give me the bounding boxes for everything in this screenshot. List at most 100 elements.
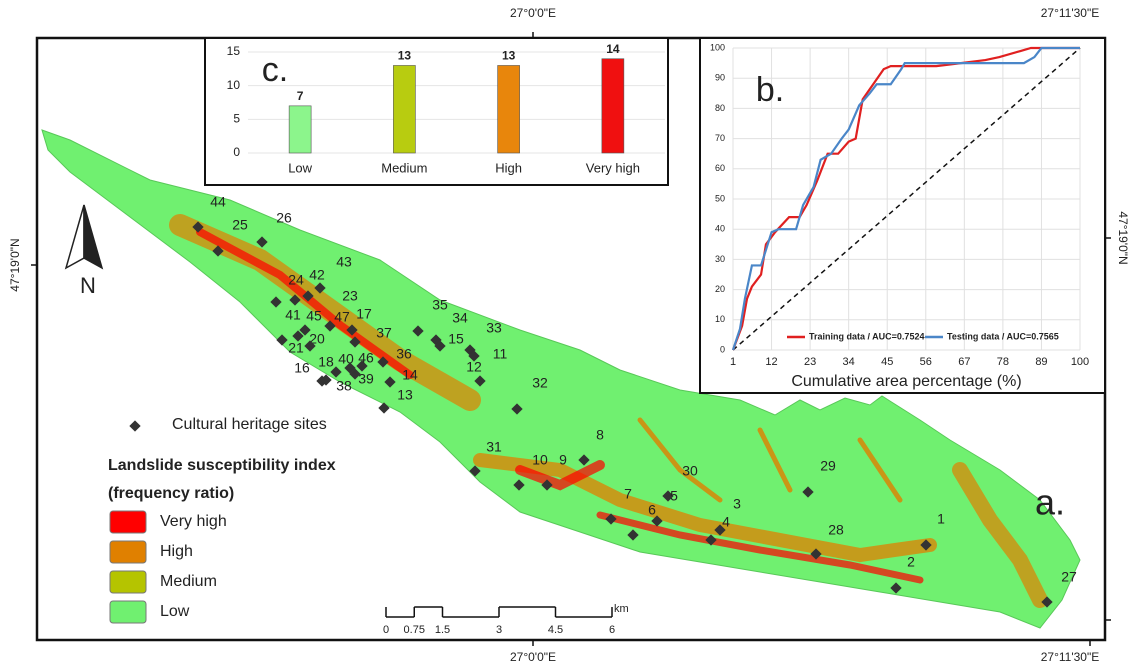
legend-swatch [109, 570, 147, 594]
site-marker [377, 356, 389, 368]
site-label: 1 [937, 511, 945, 527]
north-arrow [64, 204, 104, 270]
bar-chart: 0 5 10 15 7 Low 13 Medium 13 High 14 Very high c. [227, 42, 665, 175]
site-marker [289, 294, 301, 306]
site-label: 15 [448, 331, 464, 347]
site-marker [314, 282, 326, 294]
site-label: 27 [1061, 569, 1077, 585]
site-marker [468, 350, 480, 362]
y-tick-label: 0 [233, 145, 240, 159]
scale-label: 4.5 [548, 624, 563, 636]
panel-label: a. [1035, 482, 1065, 523]
x-tick-label: 45 [881, 356, 893, 368]
site-label: 29 [820, 458, 836, 474]
site-marker [302, 290, 314, 302]
site-marker [662, 490, 674, 502]
legend-subtitle: (frequency ratio) [108, 485, 234, 502]
x-tick-label: 12 [765, 356, 777, 368]
site-marker [802, 486, 814, 498]
site-marker [412, 325, 424, 337]
site-marker [330, 366, 342, 378]
site-label: 30 [682, 463, 698, 479]
y-tick-label: 5 [233, 112, 240, 126]
legend-swatch [109, 510, 147, 534]
x-tick-label: 56 [920, 356, 932, 368]
site-label: 3 [733, 496, 741, 512]
site-marker [276, 334, 288, 346]
site-label: 7 [624, 486, 632, 502]
site-label: 31 [486, 439, 502, 455]
site-marker [890, 582, 902, 594]
site-label: 35 [432, 297, 448, 313]
scale-label: 0.75 [404, 624, 425, 636]
y-tick-label: 20 [715, 284, 725, 294]
legend-title: Landslide susceptibility index [108, 457, 336, 474]
y-tick-label: 0 [720, 344, 725, 354]
panel-label: c. [262, 51, 288, 89]
legend-classes: Very high High Medium Low [109, 510, 227, 624]
site-marker [434, 340, 446, 352]
coord-label: 27°11'30"E [1041, 650, 1100, 664]
site-label: 14 [402, 367, 418, 383]
legend-label: Low [160, 603, 190, 620]
x-tick-label: High [495, 160, 522, 175]
site-marker [714, 524, 726, 536]
bar [393, 65, 416, 154]
y-tick-label: 100 [710, 42, 725, 52]
scale-bar: 0 0.75 1.5 3 4.5 6 km [383, 603, 629, 636]
site-marker [320, 374, 332, 386]
legend-label: Testing data / AUC=0.7565 [947, 331, 1059, 341]
x-tick-label: Low [288, 160, 312, 175]
site-marker [920, 539, 932, 551]
legend-label: Medium [160, 573, 217, 590]
x-tick-label: 67 [958, 356, 970, 368]
site-label: 6 [648, 502, 656, 518]
site-marker [810, 548, 822, 560]
x-tick-label: Very high [586, 160, 640, 175]
site-label: 20 [309, 331, 325, 347]
site-label: 37 [376, 325, 392, 341]
x-axis-label: Cumulative area percentage (%) [791, 373, 1021, 390]
legend-label: Cultural heritage sites [172, 416, 327, 433]
site-label: 23 [342, 288, 358, 304]
susceptibility-map [41, 129, 1081, 629]
scale-label: 3 [496, 624, 502, 636]
site-label: 2 [907, 554, 915, 570]
series-line [731, 46, 1080, 351]
coord-label: 27°0'0"E [510, 650, 556, 664]
site-marker [651, 515, 663, 527]
legend-swatch [109, 540, 147, 564]
site-marker [605, 513, 617, 525]
site-marker [513, 479, 525, 491]
site-label: 33 [486, 320, 502, 336]
scale-label: 6 [609, 624, 615, 636]
x-tick-label: 78 [997, 356, 1009, 368]
site-label: 21 [288, 340, 304, 356]
site-label: 43 [336, 254, 352, 270]
site-label: 5 [670, 488, 678, 504]
line-chart: 0 10 20 30 40 50 60 70 80 90 100 1 12 23 34 45 56 67 78 89 1… [710, 42, 1089, 390]
inset-frame [204, 37, 669, 186]
legend-swatch [109, 600, 147, 624]
site-marker [578, 454, 590, 466]
site-label: 40 [338, 351, 354, 367]
y-tick-label: 10 [715, 314, 725, 324]
coord-label: 47°19'0"N [1116, 211, 1130, 264]
site-label: 11 [493, 346, 508, 362]
legend-label: High [160, 543, 193, 560]
coord-label: 47°19'0"N [8, 238, 22, 291]
bar [601, 58, 625, 154]
legend-label: Very high [160, 513, 227, 530]
site-label: 45 [306, 308, 322, 324]
north-label: N [80, 273, 96, 298]
value-label: 7 [297, 89, 304, 103]
y-tick-label: 40 [715, 224, 725, 234]
site-marker [705, 534, 717, 546]
site-marker [384, 376, 396, 388]
y-tick-label: 15 [227, 44, 241, 58]
site-label: 18 [318, 354, 334, 370]
site-marker [474, 375, 486, 387]
site-label: 44 [210, 194, 226, 210]
site-marker [346, 324, 358, 336]
